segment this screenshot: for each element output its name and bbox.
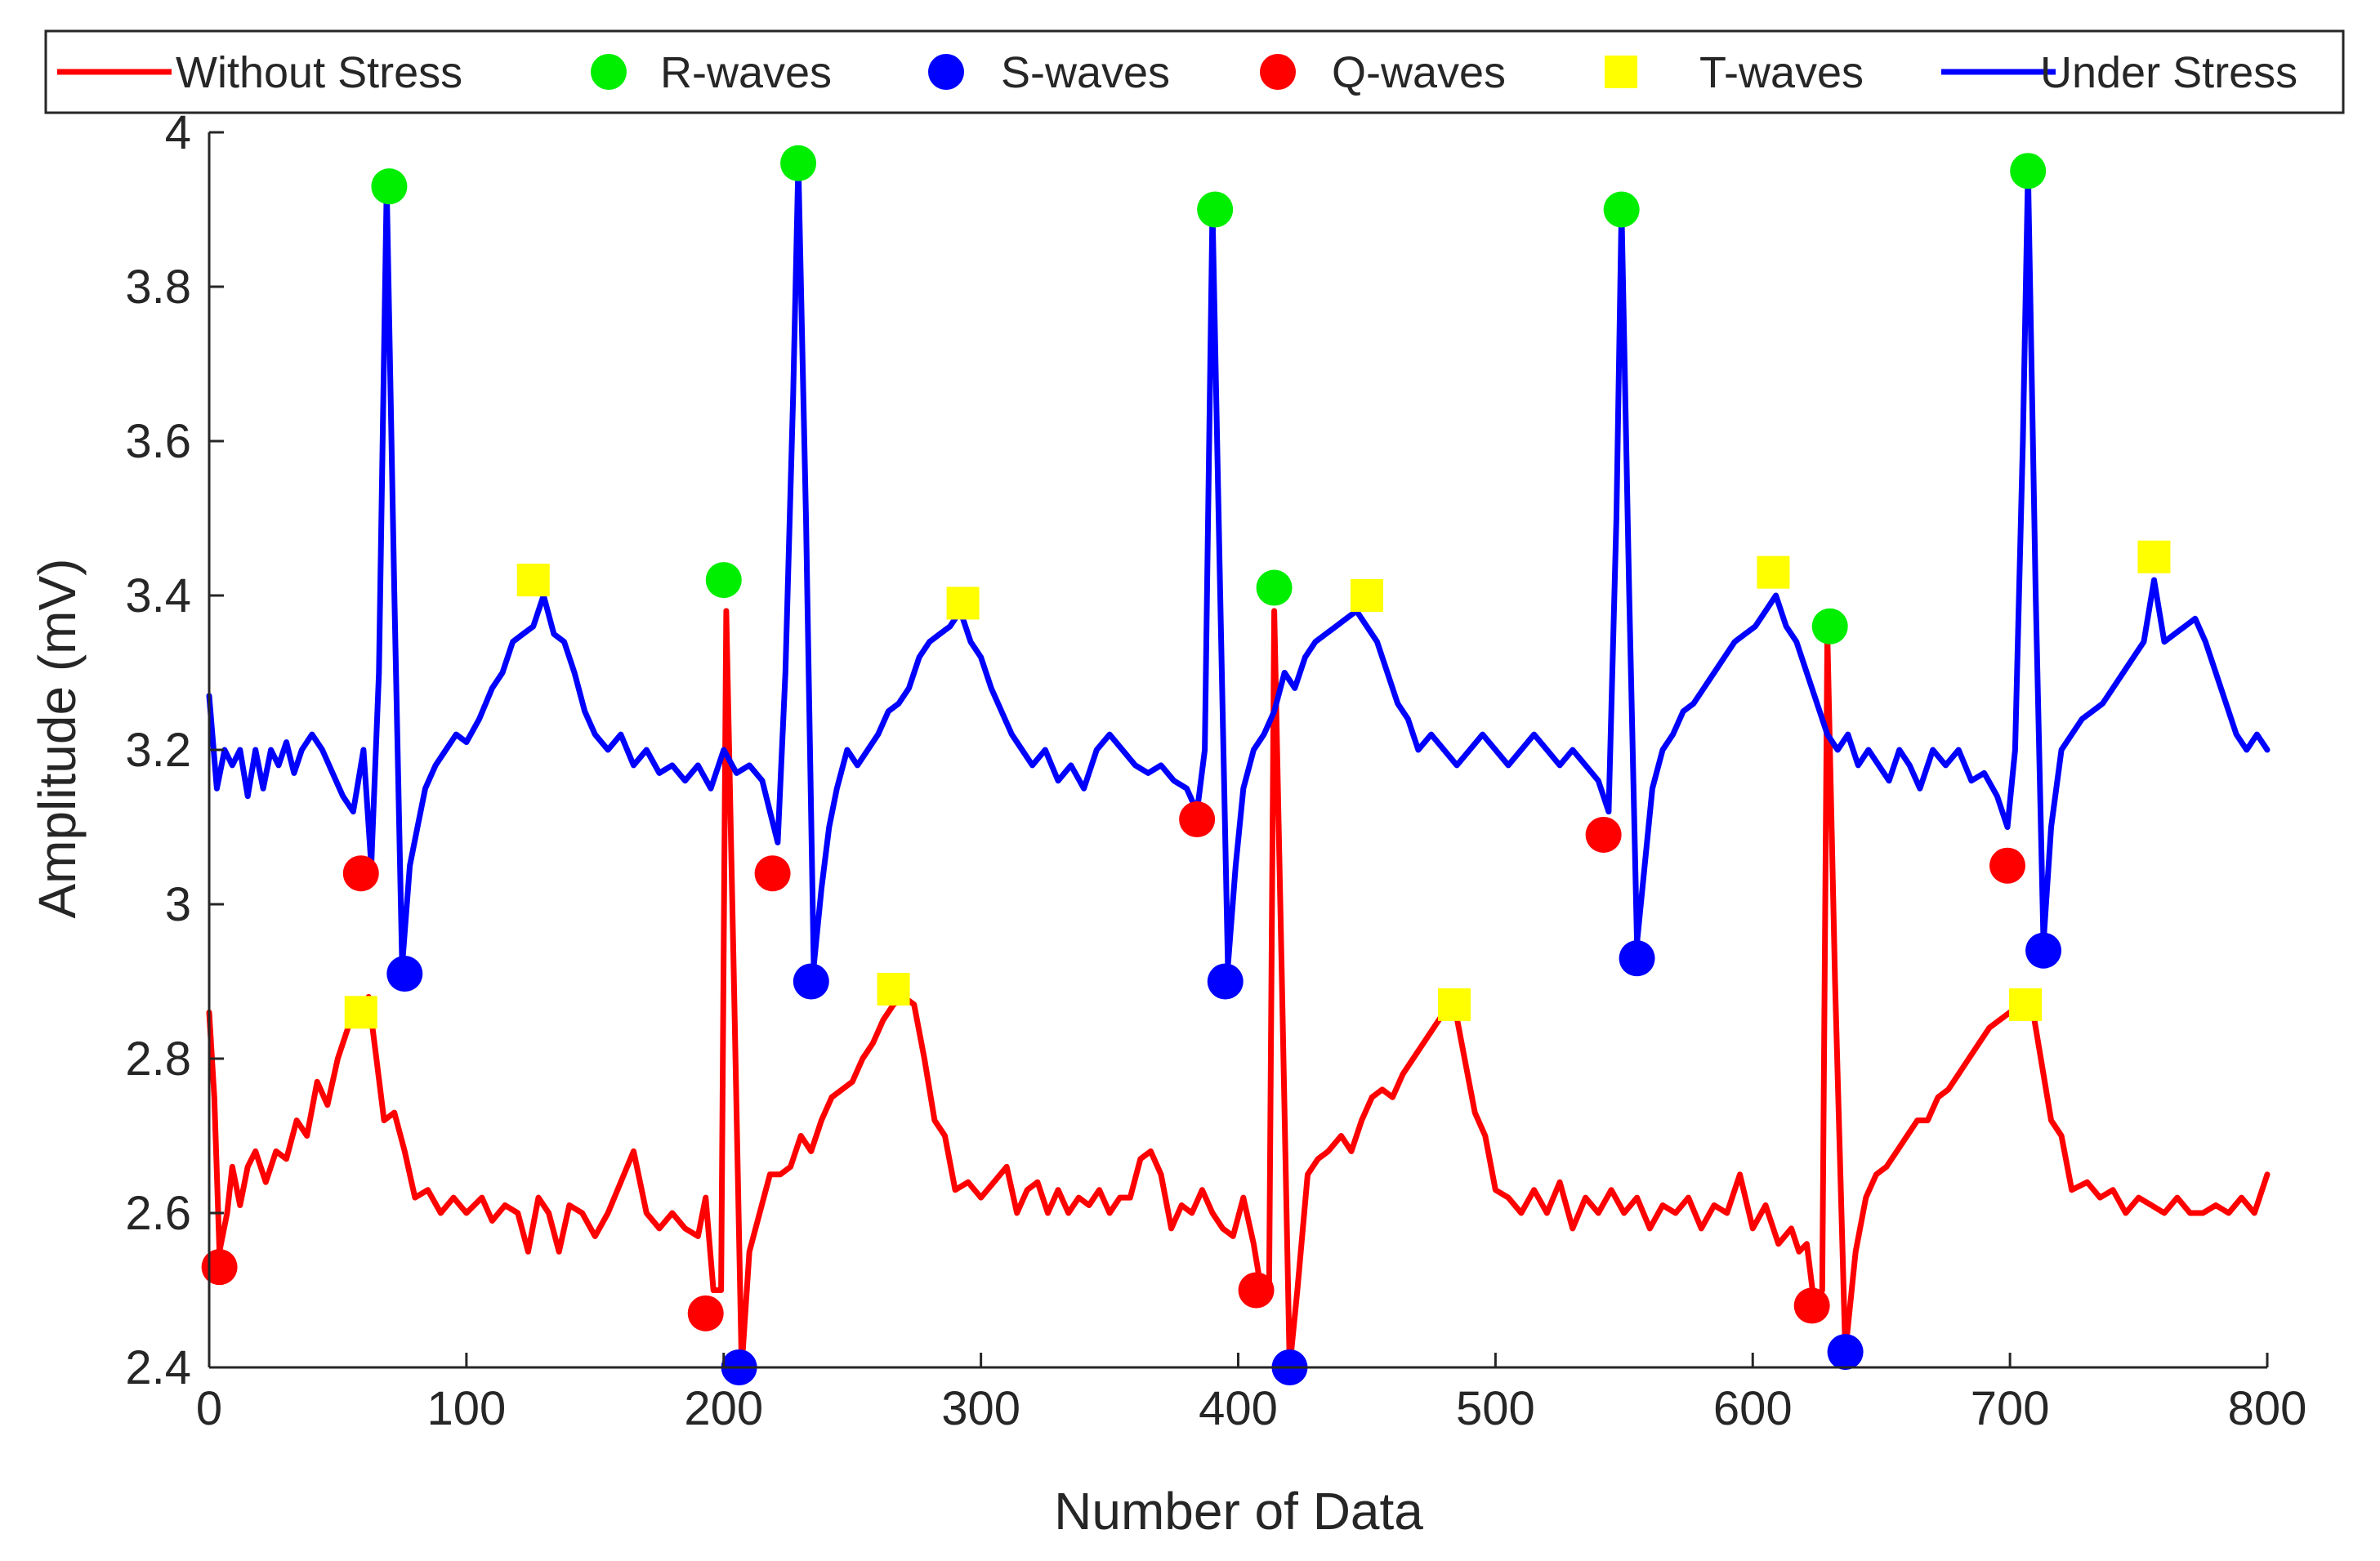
legend-symbol-s-waves [928,54,964,90]
x-tick-label: 800 [2228,1382,2307,1435]
marker-t-waves [1350,579,1383,612]
marker-r-waves [705,562,742,599]
x-axis-title: Number of Data [1054,1482,1423,1541]
marker-r-waves [371,168,408,205]
marker-r-waves [1256,569,1293,606]
series-line-without-stress [206,608,2271,1371]
marker-r-waves [1603,191,1640,228]
legend-label-r-waves: R-waves [660,48,832,97]
marker-t-waves [1757,555,1790,589]
marker-r-waves [1811,608,1848,644]
plot-frame [209,132,2267,1367]
marker-t-waves [2137,540,2171,573]
marker-r-waves [780,145,817,181]
legend-label-without-stress: Without Stress [176,48,462,97]
marker-s-waves [793,963,829,1000]
marker-s-waves [1619,940,1655,977]
marker-t-waves [1437,988,1471,1021]
x-tick-label: 200 [684,1382,763,1435]
marker-q-waves [1793,1287,1830,1324]
marker-s-waves [386,956,423,992]
legend-label-s-waves: S-waves [1001,48,1170,97]
marker-q-waves [1238,1272,1275,1309]
legend-label-t-waves: T-waves [1699,48,1864,97]
marker-r-waves [1197,191,1234,228]
plot-area [209,132,2267,1367]
legend-symbol-q-waves [1260,54,1296,90]
marker-q-waves [342,855,379,892]
x-tick-label: 100 [426,1382,506,1435]
marker-t-waves [344,996,377,1029]
y-tick-label: 3.4 [125,569,191,622]
marker-q-waves [754,855,791,892]
marker-t-waves [877,972,910,1006]
marker-t-waves [2009,988,2043,1021]
y-tick-label: 2.8 [125,1032,191,1086]
legend-label-q-waves: Q-waves [1332,48,1506,97]
x-tick-label: 0 [196,1382,222,1435]
y-tick-label: 3.8 [125,261,191,314]
y-tick-label: 2.4 [125,1341,191,1394]
x-tick-label: 300 [941,1382,1020,1435]
y-tick-label: 3.2 [125,724,191,777]
marker-s-waves [1207,963,1244,1000]
y-tick-label: 3.6 [125,415,191,468]
marker-layer [201,145,2171,1385]
x-tick-label: 500 [1456,1382,1535,1435]
legend: Without Stress R-waves S-waves Q-waves T-wav… [44,29,2345,114]
legend-symbol-t-waves [1605,56,1637,88]
marker-r-waves [2010,153,2047,190]
marker-t-waves [516,564,550,597]
y-tick-label: 2.6 [125,1187,191,1240]
series-layer [206,160,2271,1371]
y-axis-title: Amplitude (mV) [28,559,87,919]
legend-label-under-stress: Under Stress [2040,48,2297,97]
legend-symbol-r-waves [591,54,627,90]
marker-q-waves [1989,847,2025,884]
marker-s-waves [1827,1334,1864,1371]
marker-q-waves [1585,816,1622,853]
marker-t-waves [946,586,980,620]
y-tick-label: 3 [165,878,191,931]
marker-q-waves [201,1249,238,1286]
x-tick-label: 700 [1971,1382,2050,1435]
x-tick-label: 400 [1199,1382,1278,1435]
y-tick-label: 4 [165,106,191,159]
series-line-under-stress [206,160,2271,970]
marker-s-waves [2025,932,2062,969]
marker-q-waves [687,1295,724,1331]
x-tick-label: 600 [1713,1382,1793,1435]
marker-q-waves [1179,801,1216,838]
axis-layer: 0 100 200 300 400 500 600 700 800 2.4 2.6 2.8 3 3.2 3.… [125,106,2306,1435]
